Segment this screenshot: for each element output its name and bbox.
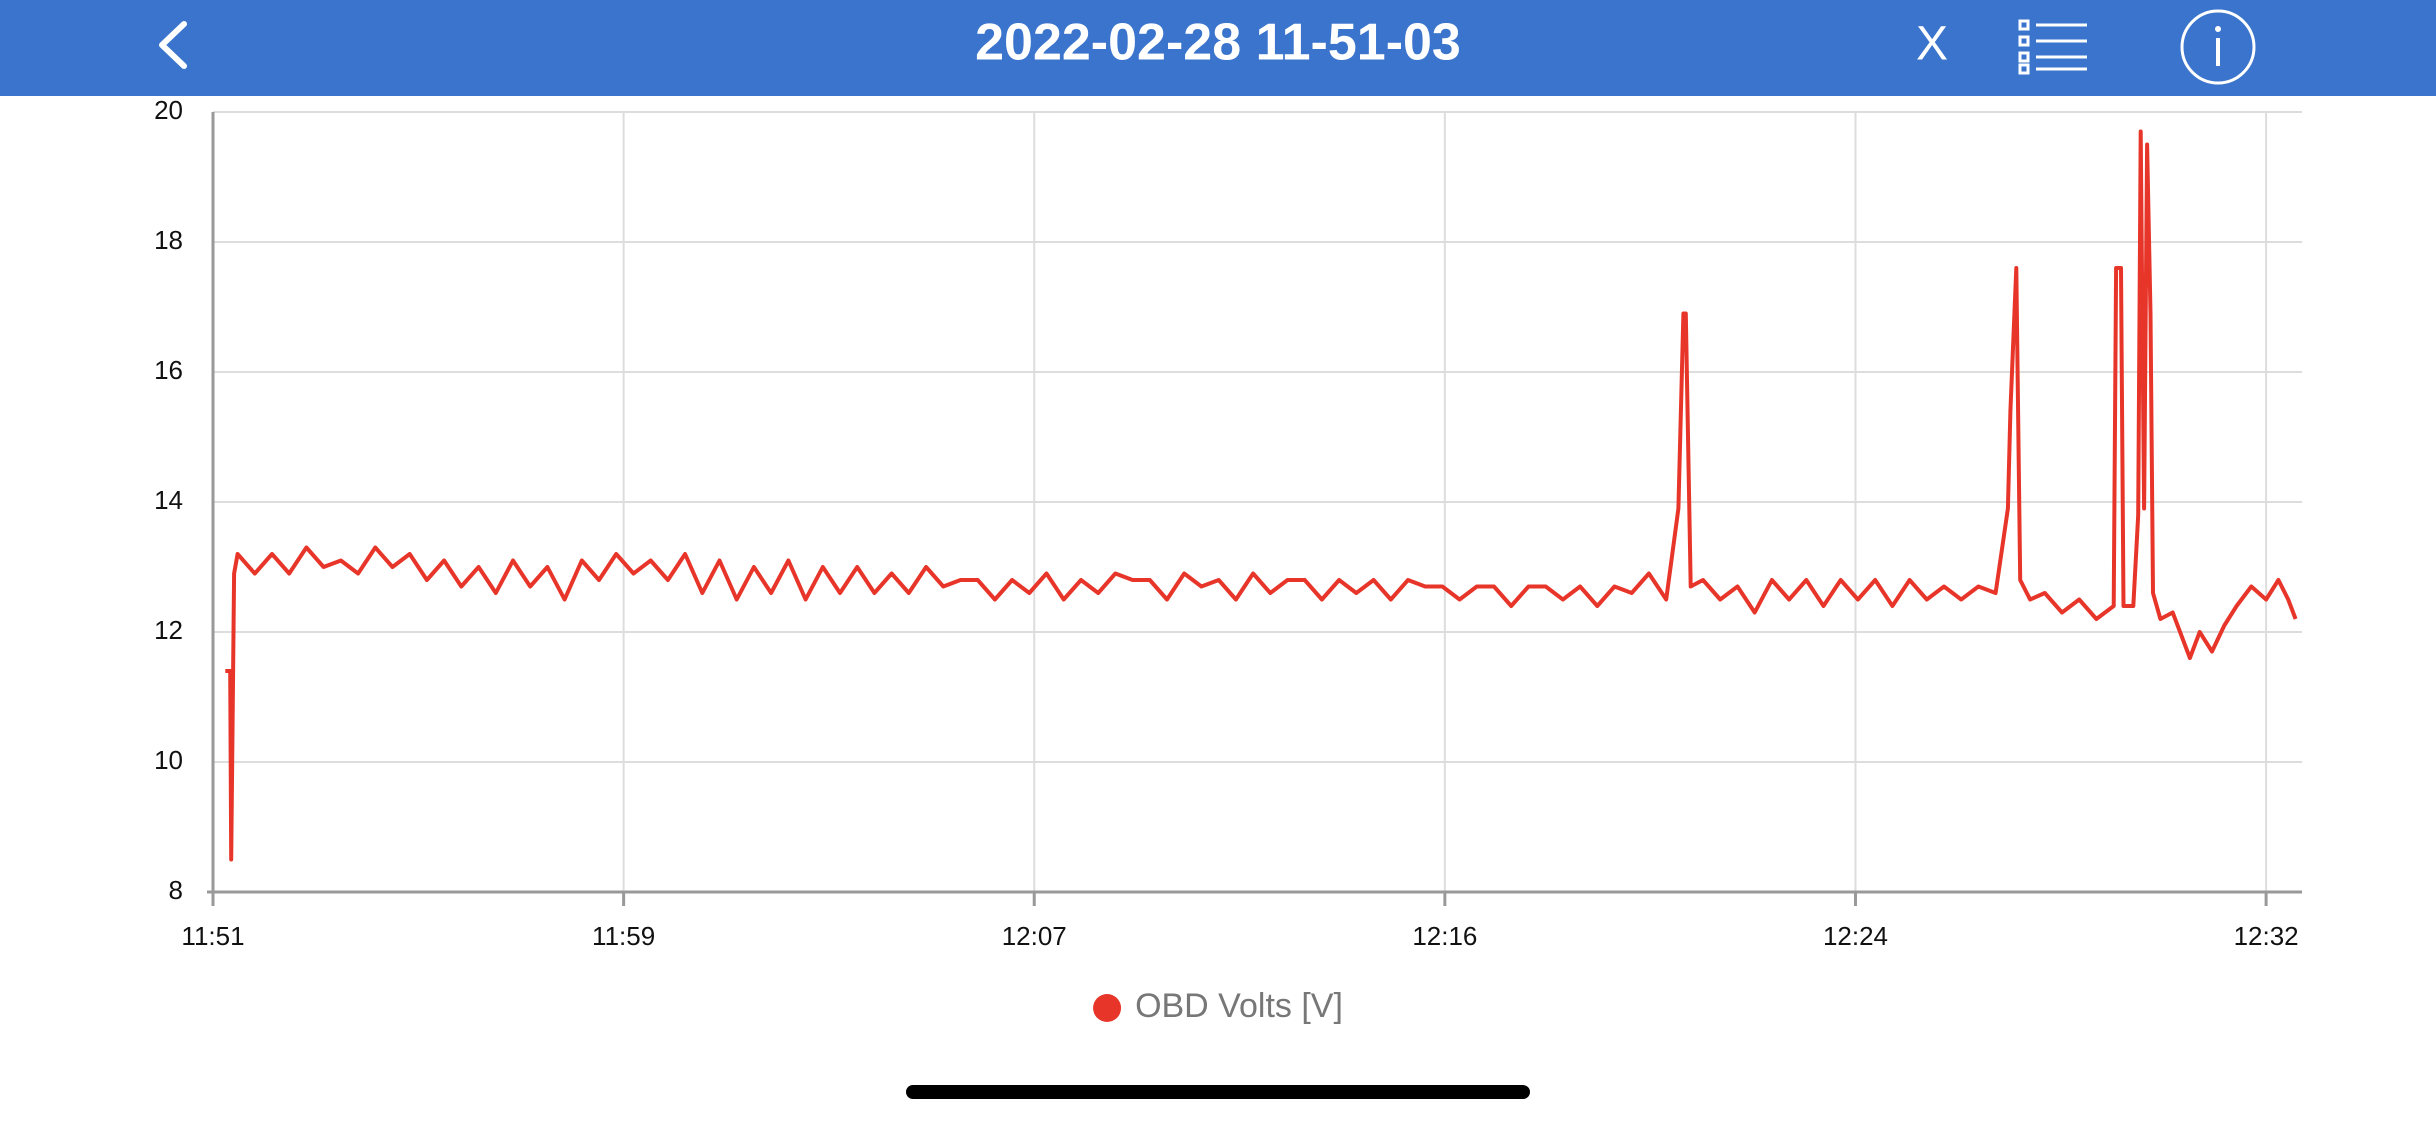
y-tick-label: 16 [154, 355, 183, 385]
legend-label: OBD Volts [V] [1135, 987, 1343, 1025]
home-indicator [906, 1085, 1530, 1099]
y-tick-label: 8 [169, 875, 183, 905]
x-tick-label: 11:59 [592, 921, 655, 951]
y-tick-label: 18 [154, 225, 183, 255]
legend-marker [1093, 994, 1122, 1022]
list-button[interactable] [2018, 19, 2087, 75]
x-tick-label: 12:07 [1002, 921, 1067, 951]
x-tick-label: 12:16 [1412, 921, 1477, 951]
header-title: 2022-02-28 11-51-03 [975, 14, 1461, 72]
data-line [225, 129, 2298, 862]
x-tick-label: 12:32 [2234, 921, 2299, 951]
y-tick-label: 10 [154, 745, 183, 775]
x-tick-label: 12:24 [1823, 921, 1888, 951]
y-tick-label: 20 [154, 95, 183, 125]
back-button[interactable] [159, 21, 187, 69]
close-button[interactable]: X [1916, 18, 1948, 71]
y-tick-label: 12 [154, 615, 183, 645]
info-button[interactable] [2180, 9, 2256, 85]
y-tick-label: 14 [154, 485, 183, 515]
header-bar [0, 0, 2436, 96]
x-tick-label: 11:51 [181, 921, 244, 951]
plot: 8 10 12 14 16 18 20 11:51 11:59 12:07 12:16 12:24 12… [154, 95, 2302, 951]
